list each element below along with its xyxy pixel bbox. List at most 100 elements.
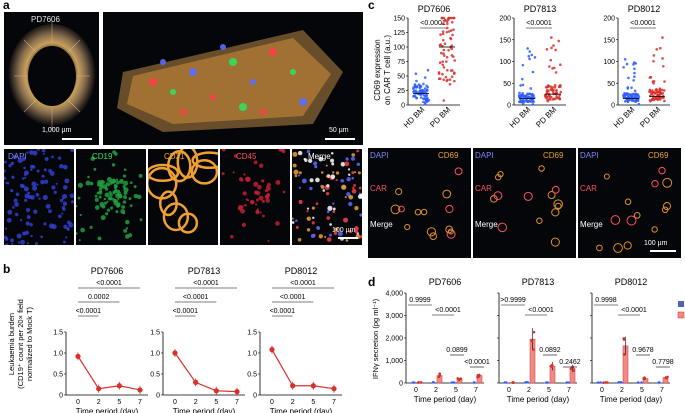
y-tick-label: 150 <box>499 37 511 44</box>
data-point <box>545 381 548 384</box>
cell-dot <box>79 213 82 217</box>
cell-dot <box>62 207 66 211</box>
data-point <box>545 48 549 51</box>
data-point <box>412 381 416 384</box>
cd69-label: CD69 <box>648 151 669 160</box>
cell-dot <box>21 177 25 180</box>
cell-dot <box>261 179 265 183</box>
cell-dot <box>258 163 264 168</box>
cell-dot <box>232 171 235 174</box>
data-point <box>423 87 427 90</box>
data-point <box>439 43 442 46</box>
cell-ring <box>420 208 428 216</box>
cell-dot <box>306 210 309 213</box>
data-point <box>213 388 219 394</box>
data-point <box>419 96 423 99</box>
cell-dot <box>4 176 6 180</box>
y-axis-label: IFNγ secretion (pg ml⁻¹) <box>371 298 380 379</box>
y-tick-label: 1,000 <box>385 358 403 365</box>
cell-dot <box>6 181 10 185</box>
cell-dot <box>356 149 360 153</box>
channel-label: CD19 <box>92 152 113 161</box>
cell-dot <box>113 198 117 202</box>
cell-dot <box>275 221 280 226</box>
cell-dot <box>99 184 104 189</box>
cell-dot <box>297 150 303 156</box>
cell-dot <box>122 174 127 178</box>
cell-dot <box>94 205 100 210</box>
cell-dot <box>292 221 295 224</box>
data-point <box>449 69 453 72</box>
data-point <box>438 77 442 81</box>
scale-bar-label: 100 µm <box>332 227 356 234</box>
cell-dot <box>8 164 12 168</box>
cell-ring <box>445 204 454 214</box>
data-point <box>473 381 476 384</box>
data-point <box>441 32 445 36</box>
p-value-label: 0.0892 <box>539 347 561 354</box>
x-tick-label: 0 <box>76 399 80 406</box>
data-point <box>415 85 419 88</box>
car-label: CAR <box>580 184 597 193</box>
cell-dot <box>253 160 258 165</box>
cell-dot <box>348 229 353 234</box>
cell-dot <box>76 232 78 235</box>
channel-image <box>4 149 74 245</box>
cell-dot <box>298 186 301 189</box>
data-point <box>526 100 530 103</box>
y-axis-label-line: (CD19⁺ count per 20× field <box>16 299 25 389</box>
data-point <box>524 95 527 99</box>
cell-dot <box>19 183 24 188</box>
data-point <box>418 89 422 93</box>
merge-label: Merge <box>475 220 498 229</box>
cell-dot <box>310 233 315 239</box>
cell-dot <box>259 211 262 214</box>
cell-dot <box>326 210 330 214</box>
cell-dot <box>4 235 8 240</box>
cell-dot <box>318 234 323 239</box>
cell-dot <box>123 228 128 233</box>
channel-image <box>148 149 218 234</box>
cell-dot <box>36 149 40 151</box>
p-value-label: <0.0001 <box>270 308 296 315</box>
cd69-label: CD69 <box>543 151 564 160</box>
cell-dot <box>110 197 114 201</box>
data-point <box>555 89 558 92</box>
p-value-label: <0.0001 <box>96 280 122 287</box>
data-point <box>426 99 430 103</box>
data-point <box>447 16 451 20</box>
data-point <box>546 99 550 103</box>
x-tick-label: 5 <box>454 387 458 394</box>
cell-dot <box>295 219 298 222</box>
cell-dot <box>308 158 313 164</box>
x-tick-label: 2 <box>291 399 295 406</box>
x-category-label: PD BM <box>534 105 559 130</box>
cell-dot <box>66 226 69 230</box>
data-point <box>450 54 454 57</box>
cell-dot <box>354 229 359 234</box>
cell-dot <box>106 177 113 183</box>
x-category-label: PD BM <box>428 105 453 130</box>
data-point <box>665 376 668 380</box>
cell-dot <box>267 182 271 187</box>
cell-dot <box>315 202 319 206</box>
data-point <box>441 63 445 67</box>
cell-dot <box>121 205 126 209</box>
cell-dot <box>59 164 64 169</box>
cell-dot <box>265 194 270 199</box>
cell-dot <box>68 222 74 228</box>
data-point <box>660 88 664 92</box>
cell-dot <box>36 183 39 186</box>
cell-dot <box>106 208 110 212</box>
cell-dot <box>31 181 37 187</box>
data-point <box>444 75 448 79</box>
data-point <box>412 90 415 93</box>
cell-dot <box>129 181 133 185</box>
cell-dot <box>104 192 110 198</box>
cell-dot <box>298 171 302 175</box>
y-tick-label: 3,000 <box>385 313 403 320</box>
cell-dot <box>330 151 334 155</box>
y-tick-label: 125 <box>393 30 405 37</box>
data-point <box>550 363 554 367</box>
